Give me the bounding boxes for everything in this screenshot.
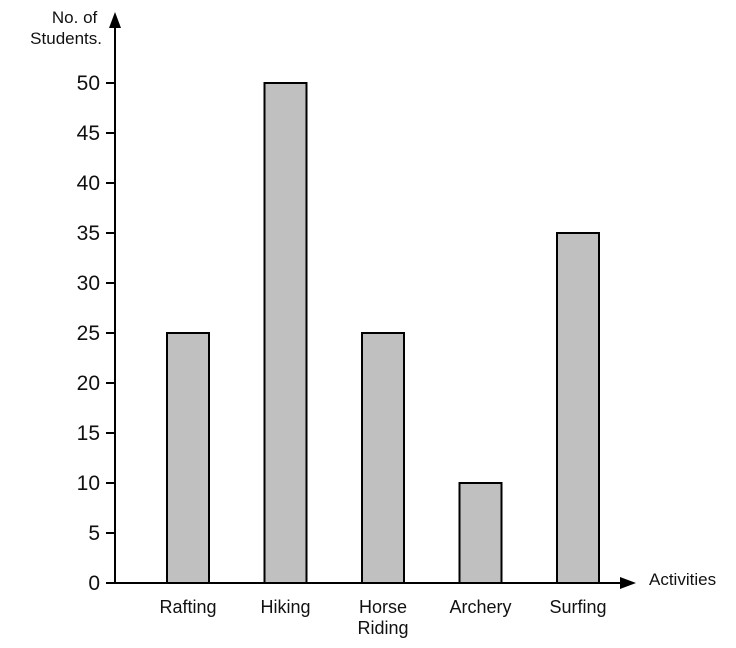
x-category-label-line: Rafting xyxy=(159,597,216,617)
y-axis-title: No. of Students. xyxy=(30,8,102,48)
x-category-label-line: Hiking xyxy=(260,597,310,617)
y-axis-title-line-1: No. of xyxy=(52,8,98,27)
x-axis-arrow-icon xyxy=(620,577,636,589)
bar-horse-riding xyxy=(361,332,405,584)
x-category-label: Rafting xyxy=(159,597,216,617)
y-tick-label: 35 xyxy=(77,222,100,245)
x-axis-title: Activities xyxy=(649,570,716,589)
bar-archery xyxy=(458,482,503,584)
x-category-label-line: Horse xyxy=(359,597,407,617)
x-category-label-line: Archery xyxy=(449,597,511,617)
bar-rafting xyxy=(166,332,210,584)
x-category-label: Horse Riding xyxy=(357,597,408,638)
axes-layer xyxy=(109,12,636,589)
bar-surfing xyxy=(556,232,600,584)
y-axis-title-line-2: Students. xyxy=(30,29,102,48)
x-category-labels: Rafting Hiking Horse Riding Archery Surfing xyxy=(159,597,606,638)
x-category-label: Surfing xyxy=(549,597,606,617)
x-category-label: Archery xyxy=(449,597,511,617)
y-ticks-layer: 0 5 10 15 20 25 30 35 40 45 50 xyxy=(77,72,115,595)
bar-hiking xyxy=(263,82,308,584)
y-axis-arrow-icon xyxy=(109,12,121,28)
y-tick-label: 25 xyxy=(77,322,100,345)
bars-layer xyxy=(166,82,600,584)
y-tick-label: 15 xyxy=(77,422,100,445)
x-category-label: Hiking xyxy=(260,597,310,617)
y-tick-label: 30 xyxy=(77,272,100,295)
x-category-label-line: Surfing xyxy=(549,597,606,617)
y-tick-label: 40 xyxy=(77,172,100,195)
y-tick-label: 10 xyxy=(77,472,100,495)
y-tick-label: 5 xyxy=(88,522,100,545)
y-tick-label: 20 xyxy=(77,372,100,395)
y-tick-label: 45 xyxy=(77,122,100,145)
y-tick-label: 50 xyxy=(77,72,100,95)
y-tick-label: 0 xyxy=(88,572,100,595)
x-category-label-line: Riding xyxy=(357,618,408,638)
